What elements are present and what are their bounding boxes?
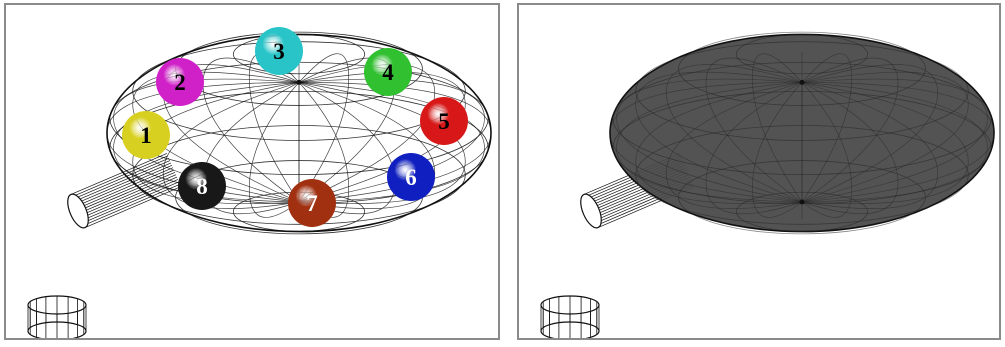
meridian-line <box>609 82 803 203</box>
sphere-ball <box>122 111 170 159</box>
sphere-label: 4 <box>382 60 394 85</box>
pipe-line <box>71 155 169 198</box>
sphere-ball <box>364 48 412 96</box>
pipe-line <box>74 162 172 205</box>
sphere-5: 5 <box>420 97 468 145</box>
sphere-ball <box>288 179 336 227</box>
meridian-line <box>801 82 899 215</box>
ring-cylinder <box>27 295 87 338</box>
sphere-4: 4 <box>364 48 412 96</box>
meridian-line <box>801 82 939 209</box>
pipe-opening <box>67 193 89 229</box>
meridian-line <box>801 82 995 203</box>
sphere-label: 5 <box>438 109 450 134</box>
meridian-line <box>298 53 350 203</box>
inlet-pipe <box>67 153 182 229</box>
meridian-line <box>801 53 853 203</box>
shaded-panel <box>517 3 1001 340</box>
meridian-line <box>635 82 803 204</box>
sphere-ball <box>255 27 303 75</box>
wireframe-panel: 1 2 3 4 5 6 7 8 <box>4 3 500 340</box>
meridian-line <box>751 82 803 218</box>
meridian-line <box>801 82 969 204</box>
meridian-line <box>801 57 899 203</box>
pipe-line <box>72 157 170 200</box>
shaded-tank-view <box>540 31 995 338</box>
meridian-line <box>616 82 803 203</box>
sphere-label: 1 <box>140 123 152 148</box>
sphere-2: 2 <box>156 58 204 106</box>
top-pole <box>296 79 302 85</box>
sphere-1: 1 <box>122 111 170 159</box>
top-pole <box>799 79 805 85</box>
pipe-line <box>78 172 176 214</box>
meridian-line <box>665 82 803 209</box>
sphere-ball <box>156 58 204 106</box>
meridian-line <box>162 82 300 209</box>
pipe-line <box>82 181 180 224</box>
sphere-6: 6 <box>387 153 435 201</box>
meridian-line <box>801 78 988 203</box>
pipe-line <box>80 176 178 219</box>
meridian-line <box>801 64 939 203</box>
pipe-line <box>73 160 171 202</box>
meridian-line <box>705 57 803 203</box>
sphere-label: 2 <box>174 70 186 95</box>
sphere-7: 7 <box>288 179 336 227</box>
pipe-opening <box>580 193 602 229</box>
pipe-line <box>83 183 181 226</box>
meridian-line <box>248 82 300 218</box>
pipe-line <box>76 167 174 209</box>
meridian-line <box>298 82 466 204</box>
meridian-line <box>665 64 803 203</box>
pipe-line <box>84 186 182 228</box>
meridian-line <box>801 82 988 203</box>
sphere-3: 3 <box>255 27 303 75</box>
sphere-ball <box>420 97 468 145</box>
meridian-line <box>801 82 853 218</box>
sphere-label: 8 <box>196 174 208 199</box>
meridian-line <box>298 82 436 209</box>
sphere-ball <box>387 153 435 201</box>
meridian-line <box>801 71 969 203</box>
pipe-line <box>75 164 173 207</box>
meridian-line <box>705 82 803 215</box>
ring-cylinder <box>540 295 600 338</box>
sphere-8: 8 <box>178 162 226 210</box>
bottom-pole <box>799 199 805 205</box>
shaded-tank <box>609 31 995 235</box>
meridian-line <box>635 71 803 203</box>
meridian-line <box>751 53 803 203</box>
sphere-ball <box>178 162 226 210</box>
wireframe-tank-view: 1 2 3 4 5 6 7 8 <box>27 27 492 338</box>
pipe-line <box>79 174 177 217</box>
sphere-label: 3 <box>273 39 285 64</box>
meridian-line <box>616 78 803 203</box>
sphere-label: 7 <box>306 191 318 216</box>
sphere-label: 6 <box>405 165 417 190</box>
